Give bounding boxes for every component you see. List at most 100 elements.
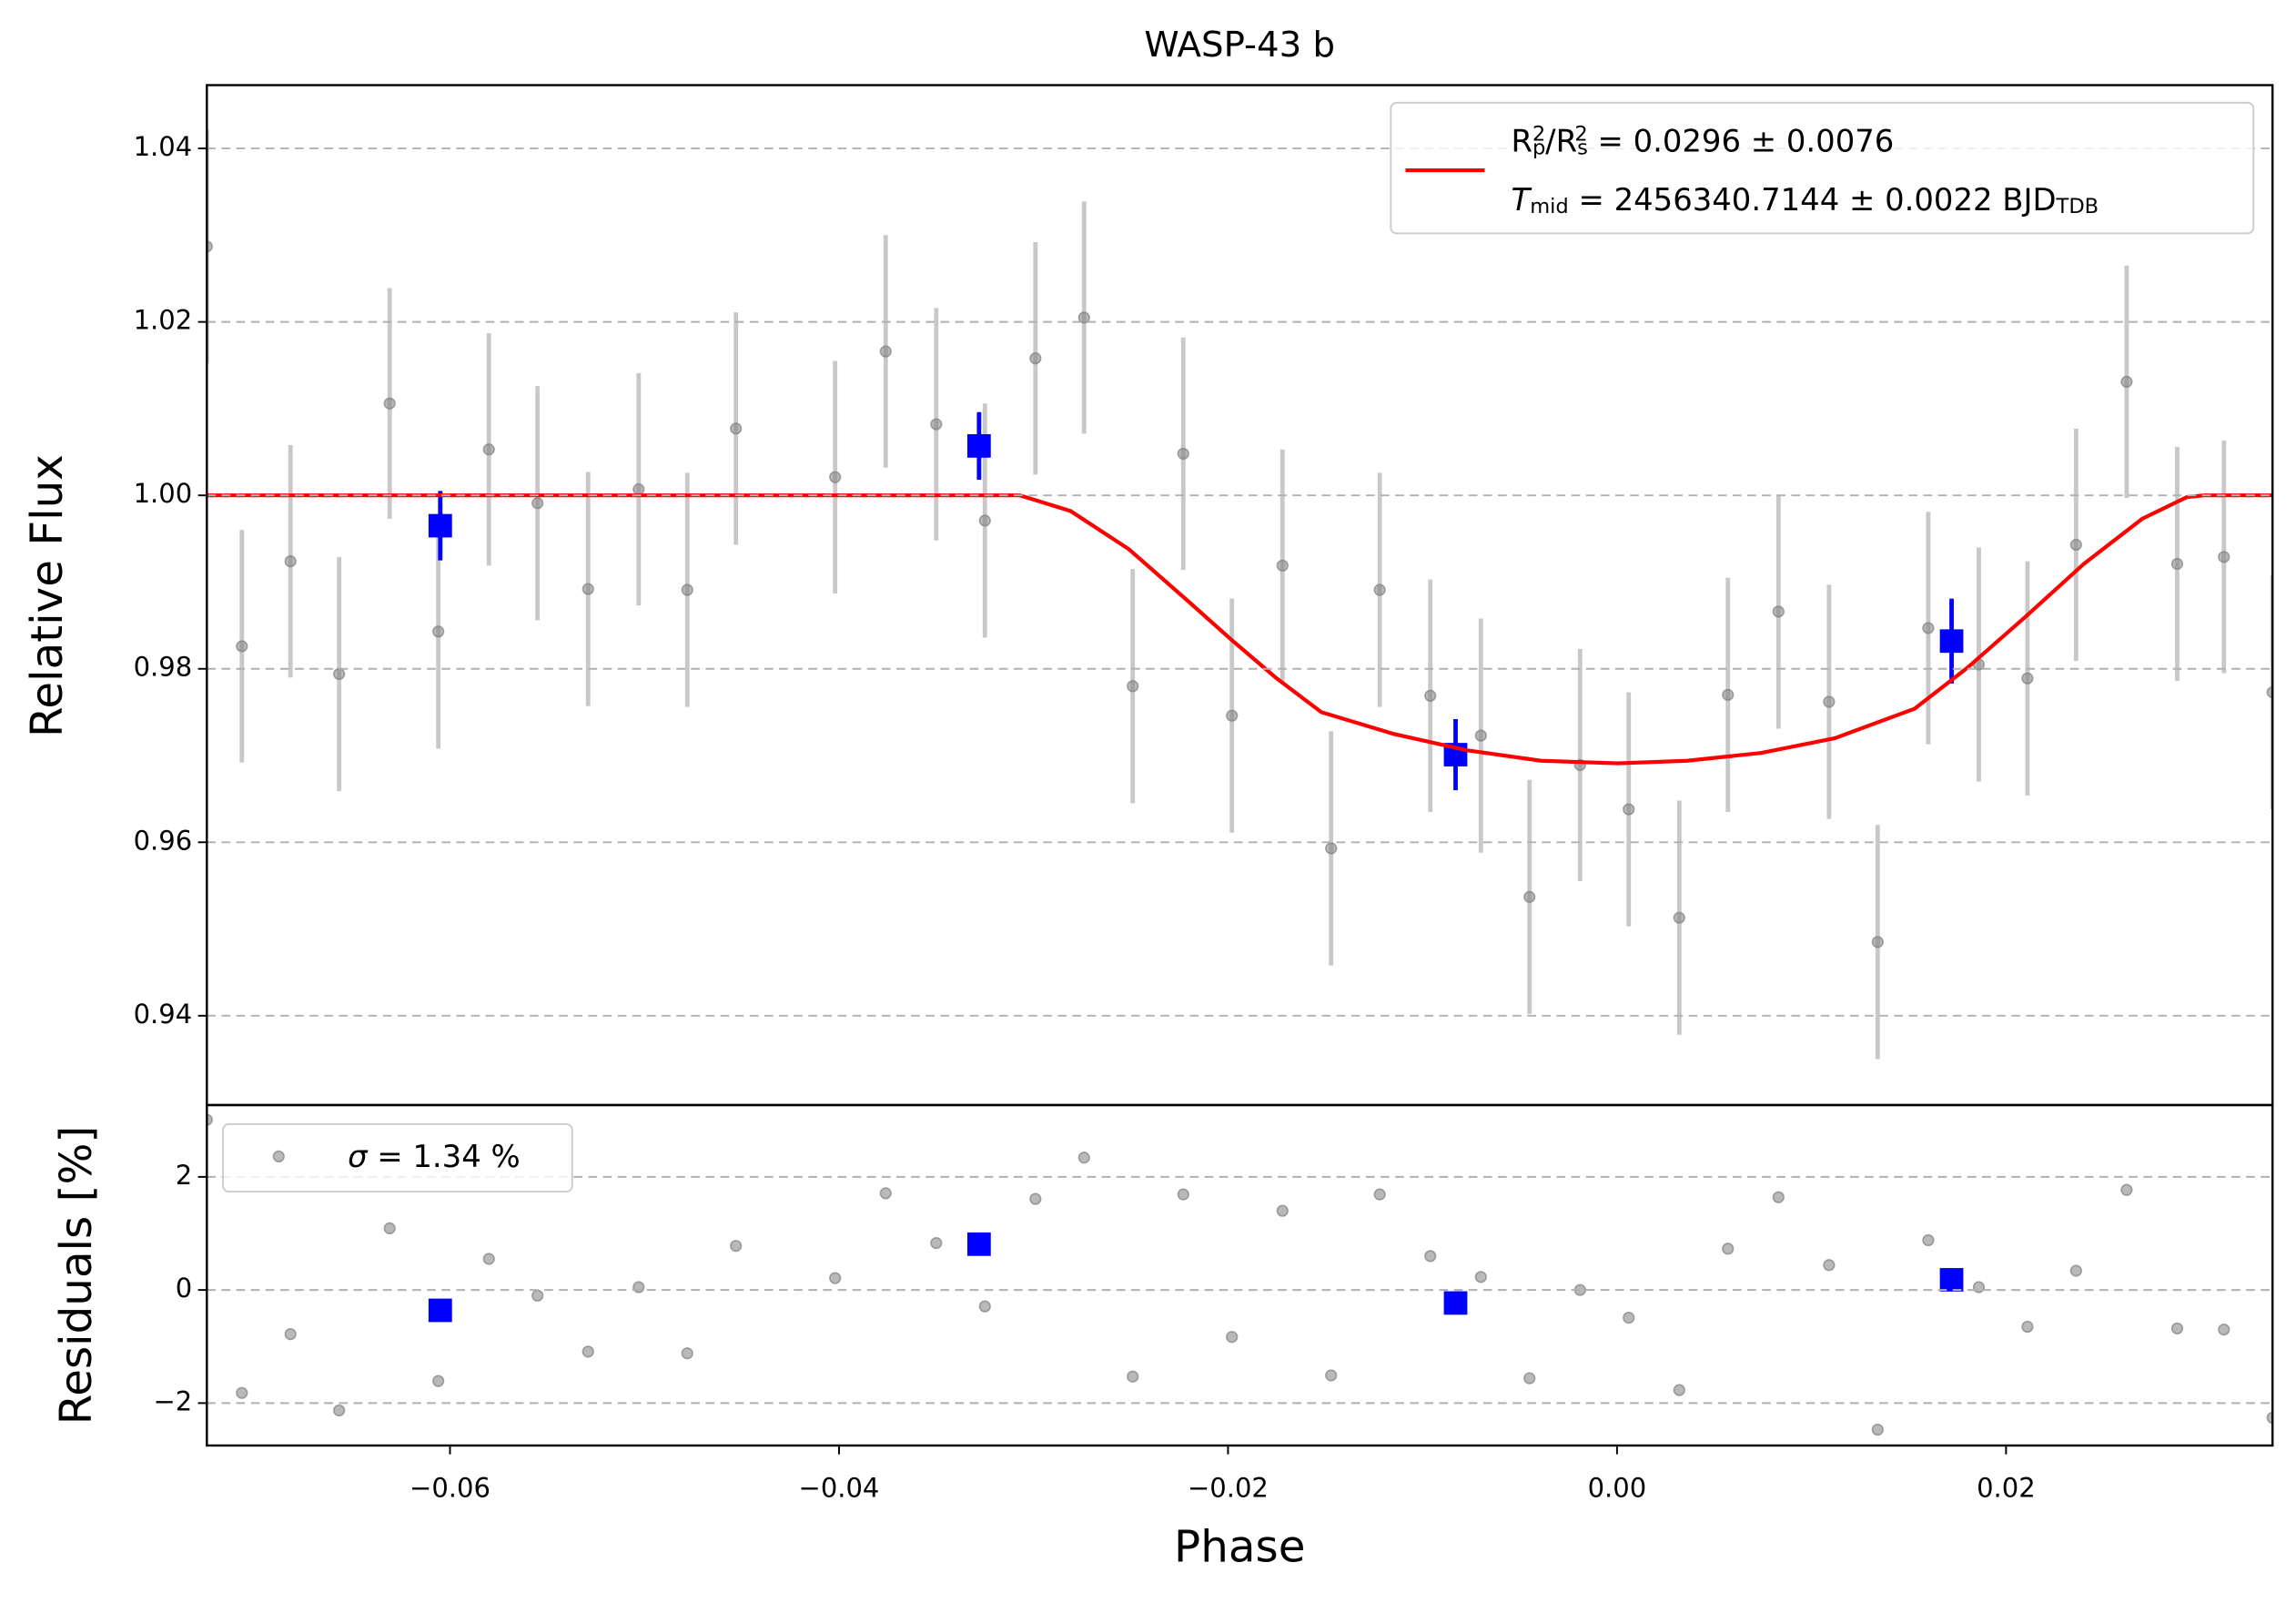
y-tick-label: 1.04 [134,131,193,162]
data-point [284,1327,297,1341]
data-point [1077,311,1090,324]
y-tick-label: 0.94 [134,999,193,1030]
x-tick-label: 0.00 [1588,1472,1647,1503]
data-point [1373,583,1386,596]
data-point [1673,1384,1685,1396]
data-point [632,482,645,496]
binned-point [428,513,452,538]
data-point [531,1289,544,1302]
y-tick-label: 2 [176,1160,192,1191]
x-axis-label: Phase [1174,1521,1305,1572]
y-tick-label: 1.02 [134,305,193,336]
data-point [681,583,693,596]
data-point [207,240,213,253]
data-point [1424,689,1437,702]
data-point [1871,936,1884,949]
binned-point [428,1298,452,1323]
data-point [1823,695,1836,708]
binned-point [966,1232,991,1256]
data-point [2021,1320,2034,1334]
data-point [2120,375,2133,388]
data-point [2170,1322,2184,1334]
data-point [930,418,943,431]
data-point [1623,1311,1635,1324]
data-point [2069,1264,2082,1277]
legend-text-part: TDB [2056,195,2099,218]
legend-text-part: T [1512,181,1532,217]
binned-point [1939,1268,1964,1292]
data-point [1127,1370,1139,1383]
data-point [432,625,445,638]
data-point [978,1300,991,1313]
y-tick-label: 0.98 [134,652,193,683]
x-tick-label: 0.02 [1977,1472,2036,1503]
data-point [2218,1324,2230,1336]
legend-text: Tmid = 2456340.7144 ± 0.0022 BJDTDB [1512,181,2099,218]
data-point [681,1347,693,1360]
data-point [1325,1369,1338,1382]
legend-box [1390,101,2255,235]
data-point [1276,559,1289,572]
legend-box [222,1122,573,1193]
data-point [1177,1188,1189,1201]
data-point [1077,1152,1090,1164]
data-point [1922,622,1935,634]
binned-point [1939,629,1964,654]
y-axis-label: Relative Flux [22,454,73,737]
data-point [1523,1372,1536,1385]
data-point [1673,911,1685,924]
data-point [333,1404,346,1417]
legend-text-part: R [1512,123,1533,158]
y-tick-label: −2 [153,1385,192,1416]
data-point [432,1375,445,1387]
y-tick-label: 0 [176,1273,192,1304]
data-point [482,1253,495,1265]
model-line [207,493,2273,766]
data-point [1127,680,1139,693]
data-point [829,1272,842,1284]
data-point [1722,1243,1735,1255]
legend-text-part: = 0.0296 ± 0.0076 [1588,123,1895,158]
binned-point [966,433,991,458]
data-point [1823,1259,1836,1272]
legend-text-part: 2 [1532,122,1545,146]
data-point [1922,1233,1935,1247]
axes-frame [206,1103,2274,1447]
data-point [1474,729,1487,742]
data-point [829,471,842,483]
data-point [1424,1250,1437,1263]
legend-text-part: = 1.34 % [368,1139,521,1174]
legend-text-part: p [1532,136,1545,159]
data-point [1474,1271,1487,1283]
plot-area [207,1113,2273,1436]
legend-text-part: = 2456340.7144 ± 0.0022 BJD [1569,181,2057,217]
data-point [1226,1331,1239,1344]
data-point [2021,672,2034,685]
data-point [1972,1281,1986,1294]
x-tick-label: −0.06 [410,1472,491,1503]
data-point [1029,352,1042,365]
data-point [1623,803,1635,816]
data-point [2069,538,2082,552]
data-point [482,443,495,456]
axes-frame [206,84,2274,1107]
legend-text-part: σ [348,1139,369,1174]
legend-marker [272,1150,285,1163]
data-point [2218,551,2230,563]
data-point [236,640,248,653]
x-tick-label: −0.04 [799,1472,880,1503]
data-point [236,1386,248,1399]
data-point [582,1345,594,1358]
data-point [284,554,297,568]
data-point [879,1187,892,1200]
legend-text-part: /R [1545,123,1577,158]
data-point [383,1222,396,1235]
data-point [1029,1192,1042,1205]
legend-text-part: s [1577,136,1588,159]
y-tick-label: 1.00 [134,478,193,509]
data-point [333,667,346,681]
data-point [730,1240,743,1253]
legend-text: σ = 1.34 % [348,1139,521,1174]
data-point [978,514,991,527]
